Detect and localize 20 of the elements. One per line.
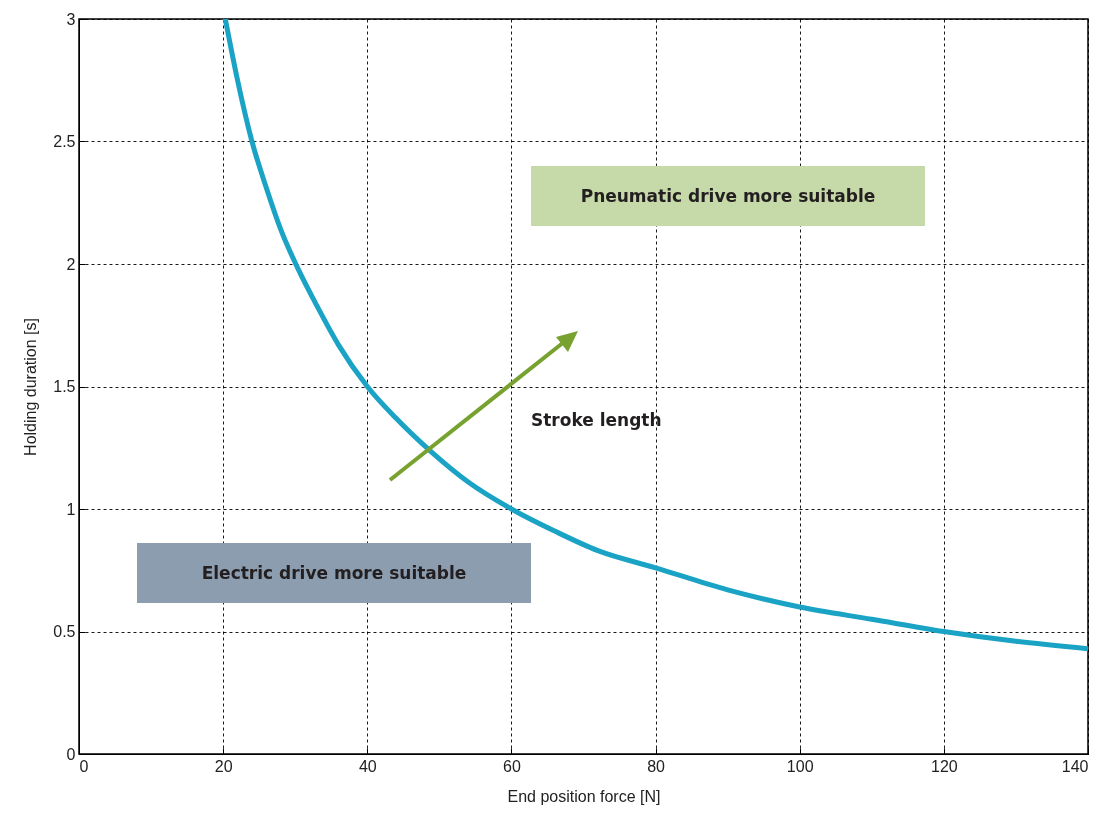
y-tick-label: 0 — [66, 745, 76, 763]
x-tick-label: 80 — [647, 757, 666, 775]
y-tick-label: 0.5 — [53, 623, 76, 640]
x-tick-label: 140 — [1061, 757, 1089, 775]
annotation: Electric drive more suitable — [201, 563, 467, 583]
y-tick-label: 2.5 — [53, 133, 76, 150]
x-tick-label: 40 — [358, 757, 377, 775]
annotation: Pneumatic drive more suitable — [580, 186, 876, 206]
x-tick-label: 100 — [786, 757, 814, 775]
x-tick-label: 0 — [79, 757, 89, 775]
annotation: Stroke length — [531, 410, 662, 430]
y-tick-label: 1 — [66, 500, 76, 518]
y-tick-label: 3 — [66, 10, 76, 28]
y-tick-label: 2 — [66, 255, 76, 273]
y-axis-title: Holding duration [s] — [22, 318, 40, 456]
y-tick-label: 1.5 — [53, 378, 76, 395]
x-axis-title: End position force [N] — [507, 787, 661, 805]
x-tick-label: 20 — [214, 757, 233, 775]
x-tick-label: 120 — [931, 757, 958, 775]
x-tick-label: 60 — [503, 757, 521, 775]
